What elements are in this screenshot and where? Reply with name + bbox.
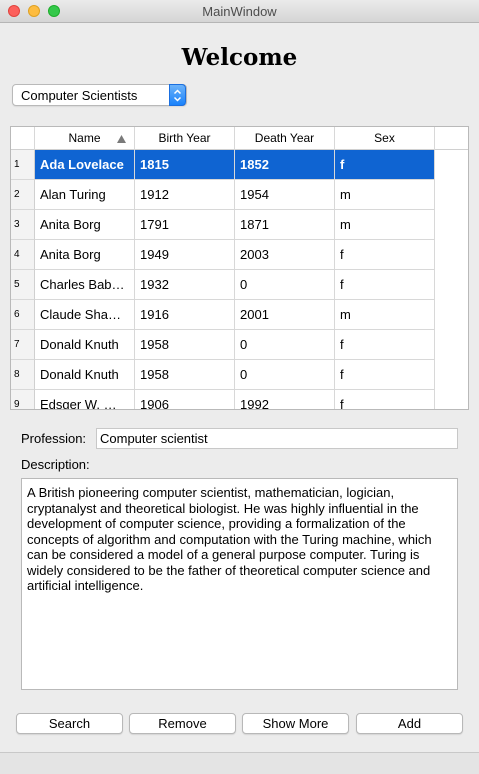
cell-birth-year[interactable]: 1906 (135, 390, 235, 409)
cell-sex[interactable]: m (335, 180, 435, 210)
row-number[interactable]: 7 (11, 330, 35, 360)
remove-button[interactable]: Remove (129, 713, 236, 734)
search-button[interactable]: Search (16, 713, 123, 734)
table-row[interactable]: 7 Donald Knuth 1958 0 f (11, 330, 435, 360)
table-row[interactable]: 9 Edsger W. … 1906 1992 f (11, 390, 435, 409)
column-header-label: Birth Year (158, 131, 211, 145)
cell-death-year[interactable]: 0 (235, 330, 335, 360)
cell-death-year[interactable]: 1954 (235, 180, 335, 210)
cell-sex[interactable]: f (335, 240, 435, 270)
close-window-button[interactable] (8, 5, 20, 17)
cell-name[interactable]: Claude Sha… (35, 300, 135, 330)
welcome-heading: Welcome (181, 44, 298, 71)
profession-label: Profession: (21, 431, 87, 446)
cell-name[interactable]: Edsger W. … (35, 390, 135, 409)
column-header-sex[interactable]: Sex (335, 127, 435, 150)
cell-birth-year[interactable]: 1958 (135, 330, 235, 360)
column-header-label: Sex (374, 131, 395, 145)
cell-death-year[interactable]: 2001 (235, 300, 335, 330)
table-row[interactable]: 4 Anita Borg 1949 2003 f (11, 240, 435, 270)
show-more-button[interactable]: Show More (242, 713, 349, 734)
cell-birth-year[interactable]: 1815 (135, 150, 235, 180)
category-combo-value: Computer Scientists (21, 88, 138, 103)
cell-death-year[interactable]: 2003 (235, 240, 335, 270)
cell-sex[interactable]: f (335, 150, 435, 180)
cell-birth-year[interactable]: 1912 (135, 180, 235, 210)
cell-name[interactable]: Anita Borg (35, 240, 135, 270)
cell-sex[interactable]: f (335, 330, 435, 360)
table-row[interactable]: 6 Claude Sha… 1916 2001 m (11, 300, 435, 330)
sort-ascending-icon (117, 135, 126, 143)
table-row[interactable]: 5 Charles Bab… 1932 0 f (11, 270, 435, 300)
row-number[interactable]: 4 (11, 240, 35, 270)
status-bar (0, 752, 479, 774)
cell-death-year[interactable]: 0 (235, 270, 335, 300)
cell-death-year[interactable]: 1992 (235, 390, 335, 409)
description-label: Description: (21, 457, 90, 472)
row-number[interactable]: 2 (11, 180, 35, 210)
cell-death-year[interactable]: 0 (235, 360, 335, 390)
maximize-window-button[interactable] (48, 5, 60, 17)
row-number[interactable]: 8 (11, 360, 35, 390)
cell-birth-year[interactable]: 1949 (135, 240, 235, 270)
row-number[interactable]: 3 (11, 210, 35, 240)
table-row[interactable]: 1 Ada Lovelace 1815 1852 f (11, 150, 435, 180)
column-header-death-year[interactable]: Death Year (235, 127, 335, 150)
cell-death-year[interactable]: 1852 (235, 150, 335, 180)
row-number[interactable]: 6 (11, 300, 35, 330)
cell-name[interactable]: Ada Lovelace (35, 150, 135, 180)
cell-death-year[interactable]: 1871 (235, 210, 335, 240)
table-row[interactable]: 3 Anita Borg 1791 1871 m (11, 210, 435, 240)
updown-chevron-icon[interactable] (169, 84, 186, 106)
cell-sex[interactable]: f (335, 390, 435, 409)
header-corner[interactable] (11, 127, 35, 150)
cell-birth-year[interactable]: 1932 (135, 270, 235, 300)
cell-name[interactable]: Charles Bab… (35, 270, 135, 300)
add-button[interactable]: Add (356, 713, 463, 734)
window-title: MainWindow (202, 4, 277, 19)
cell-birth-year[interactable]: 1958 (135, 360, 235, 390)
cell-sex[interactable]: m (335, 300, 435, 330)
column-header-label: Name (68, 131, 101, 145)
cell-name[interactable]: Alan Turing (35, 180, 135, 210)
row-number[interactable]: 5 (11, 270, 35, 300)
row-number[interactable]: 1 (11, 150, 35, 180)
row-number[interactable]: 9 (11, 390, 35, 409)
cell-birth-year[interactable]: 1791 (135, 210, 235, 240)
title-bar[interactable]: MainWindow (0, 0, 479, 23)
minimize-window-button[interactable] (28, 5, 40, 17)
cell-name[interactable]: Donald Knuth (35, 360, 135, 390)
description-textarea[interactable]: A British pioneering computer scientist,… (21, 478, 458, 690)
cell-name[interactable]: Donald Knuth (35, 330, 135, 360)
table-header: Name Birth Year Death Year Sex (11, 127, 468, 150)
cell-sex[interactable]: f (335, 270, 435, 300)
cell-sex[interactable]: m (335, 210, 435, 240)
profession-field[interactable]: Computer scientist (96, 428, 458, 449)
table-row[interactable]: 8 Donald Knuth 1958 0 f (11, 360, 435, 390)
cell-birth-year[interactable]: 1916 (135, 300, 235, 330)
scientists-table[interactable]: Name Birth Year Death Year Sex 1 Ada Love… (10, 126, 469, 410)
cell-name[interactable]: Anita Borg (35, 210, 135, 240)
category-combo[interactable]: Computer Scientists (12, 84, 187, 106)
column-header-birth-year[interactable]: Birth Year (135, 127, 235, 150)
column-header-label: Death Year (254, 131, 315, 145)
column-header-name[interactable]: Name (35, 127, 135, 150)
cell-sex[interactable]: f (335, 360, 435, 390)
table-row[interactable]: 2 Alan Turing 1912 1954 m (11, 180, 435, 210)
